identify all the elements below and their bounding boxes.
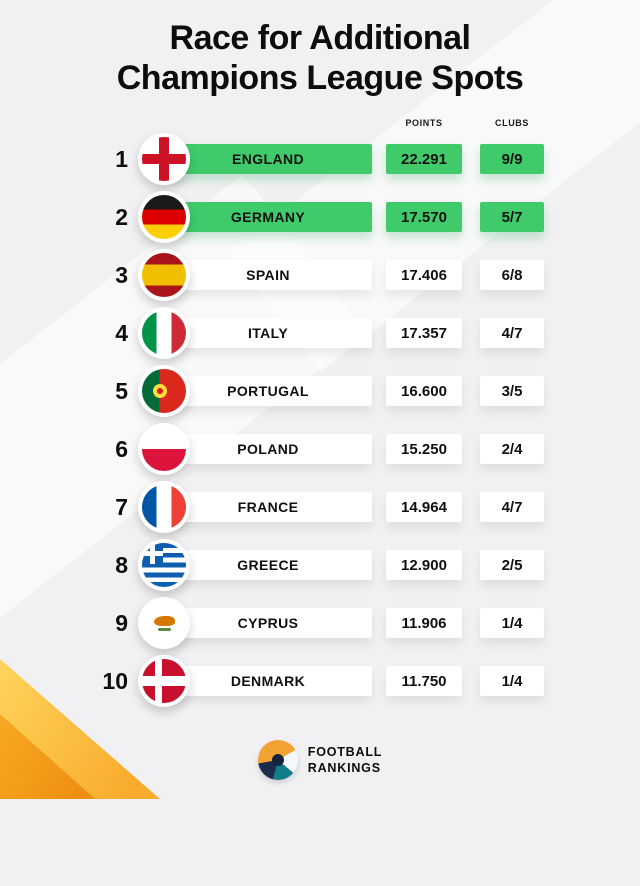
italy-flag	[142, 311, 186, 356]
country-name: CYPRUS	[237, 615, 299, 632]
poland-flag	[142, 427, 186, 472]
clubs-value: 5/7	[480, 202, 544, 233]
points-value: 12.900	[386, 550, 462, 581]
table-row: 4 ITALY 17.357 4/7	[0, 304, 640, 362]
points-value: 15.250	[386, 434, 462, 465]
country-name: ENGLAND	[231, 151, 305, 168]
title-line-2: Champions League Spots	[116, 59, 524, 98]
cyprus-flag	[142, 601, 186, 646]
greece-flag-icon	[138, 539, 190, 592]
rank-label: 8	[115, 551, 128, 578]
country-name-bar: ITALY	[164, 318, 372, 349]
clubs-value: 3/5	[480, 376, 544, 407]
portugal-flag	[142, 369, 186, 414]
table-row: 5 PORTUGAL 16.600 3/5	[0, 362, 640, 420]
points-value: 22.291	[386, 144, 462, 175]
country-name: PORTUGAL	[227, 383, 309, 400]
denmark-flag-icon	[138, 655, 190, 708]
spain-flag-icon	[138, 249, 190, 302]
clubs-value: 1/4	[480, 666, 544, 697]
germany-flag	[142, 195, 186, 240]
greece-flag	[142, 543, 186, 588]
france-flag-icon	[138, 481, 190, 534]
clubs-value: 9/9	[480, 144, 544, 175]
title-line-1: Race for Additional	[169, 19, 471, 57]
england-flag	[142, 137, 186, 182]
country-name: DENMARK	[230, 673, 306, 690]
points-value: 17.570	[386, 202, 462, 233]
brand-name: FOOTBALL RANKINGS	[308, 744, 382, 777]
england-flag-icon	[138, 133, 190, 186]
points-value: 11.750	[386, 666, 462, 697]
country-name-bar: DENMARK	[164, 666, 372, 697]
rank-label: 9	[115, 609, 128, 636]
table-row: 1 ENGLAND 22.291 9/9	[0, 130, 640, 188]
table-row: 9 CYPRUS 11.906 1/4	[0, 594, 640, 652]
ranking-table: 1 ENGLAND 22.291 9/9 2 GERMANY 17.570 5/…	[0, 130, 640, 710]
denmark-flag	[142, 659, 186, 704]
country-name-bar: SPAIN	[164, 260, 372, 291]
table-row: 6 POLAND 15.250 2/4	[0, 420, 640, 478]
points-value: 17.357	[386, 318, 462, 349]
country-name: ITALY	[247, 325, 289, 342]
spain-flag	[142, 253, 186, 298]
country-name-bar: CYPRUS	[164, 608, 372, 639]
rank-label: 2	[115, 203, 128, 230]
table-row: 10 DENMARK 11.750 1/4	[0, 652, 640, 710]
table-row: 3 SPAIN 17.406 6/8	[0, 246, 640, 304]
italy-flag-icon	[138, 307, 190, 360]
brand-line-1: FOOTBALL	[307, 744, 383, 759]
clubs-column-header: CLUBS	[495, 118, 529, 129]
rank-label: 4	[115, 319, 128, 346]
country-name-bar: GERMANY	[164, 202, 372, 233]
france-flag	[142, 485, 186, 530]
country-name: GERMANY	[230, 209, 306, 226]
infographic: Race for Additional Champions League Spo…	[0, 0, 640, 781]
country-name-bar: PORTUGAL	[164, 376, 372, 407]
country-name-bar: ENGLAND	[164, 144, 372, 175]
germany-flag-icon	[138, 191, 190, 244]
country-name: SPAIN	[246, 267, 290, 284]
clubs-value: 1/4	[480, 608, 544, 639]
points-column-header: POINTS	[405, 118, 443, 129]
table-row: 8 GREECE 12.900 2/5	[0, 536, 640, 594]
portugal-flag-icon	[138, 365, 190, 418]
clubs-value: 2/5	[480, 550, 544, 581]
country-name: POLAND	[237, 441, 299, 458]
clubs-value: 2/4	[480, 434, 544, 465]
table-row: 7 FRANCE 14.964 4/7	[0, 478, 640, 536]
points-value: 16.600	[386, 376, 462, 407]
points-value: 14.964	[386, 492, 462, 523]
rank-label: 6	[115, 435, 128, 462]
table-row: 2 GERMANY 17.570 5/7	[0, 188, 640, 246]
rank-label: 3	[115, 261, 128, 288]
country-name-bar: POLAND	[164, 434, 372, 465]
country-name: FRANCE	[237, 499, 299, 516]
rank-label: 7	[115, 493, 128, 520]
clubs-value: 4/7	[480, 318, 544, 349]
cyprus-flag-icon	[138, 597, 190, 650]
page-title: Race for Additional Champions League Spo…	[0, 0, 640, 98]
clubs-value: 6/8	[480, 260, 544, 291]
country-name-bar: FRANCE	[164, 492, 372, 523]
clubs-value: 4/7	[480, 492, 544, 523]
footer-logo: FOOTBALL RANKINGS	[0, 740, 640, 781]
country-name-bar: GREECE	[164, 550, 372, 581]
rank-label: 1	[115, 145, 128, 172]
rank-label: 10	[102, 667, 128, 694]
table-header: POINTS CLUBS	[0, 112, 640, 128]
football-icon	[257, 740, 298, 781]
points-value: 11.906	[386, 608, 462, 639]
brand-line-2: RANKINGS	[307, 761, 381, 776]
points-value: 17.406	[386, 260, 462, 291]
rank-label: 5	[115, 377, 128, 404]
poland-flag-icon	[138, 423, 190, 476]
country-name: GREECE	[237, 557, 299, 574]
